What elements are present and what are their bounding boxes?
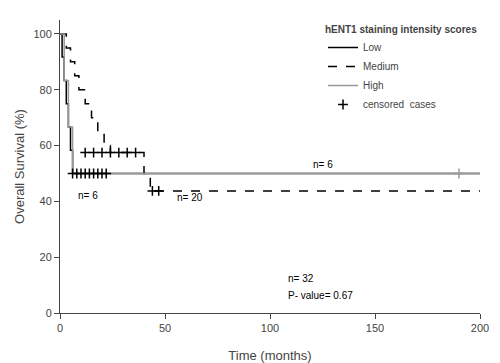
svg-text:40: 40 <box>40 195 52 207</box>
svg-text:censored cases: censored cases <box>363 99 436 110</box>
svg-text:n= 20: n= 20 <box>177 192 203 203</box>
svg-text:100: 100 <box>261 322 279 334</box>
svg-text:0: 0 <box>57 322 63 334</box>
svg-text:hENT1 staining intensity score: hENT1 staining intensity scores <box>325 24 477 35</box>
svg-text:n= 32: n= 32 <box>288 273 314 284</box>
svg-text:100: 100 <box>33 28 51 40</box>
svg-text:80: 80 <box>40 84 52 96</box>
svg-text:n= 6: n= 6 <box>313 159 333 170</box>
svg-text:Low: Low <box>363 42 382 53</box>
svg-text:50: 50 <box>159 322 171 334</box>
svg-text:60: 60 <box>40 139 52 151</box>
svg-text:Time (months): Time (months) <box>228 348 311 363</box>
svg-text:Medium: Medium <box>363 61 399 72</box>
svg-text:200: 200 <box>471 322 489 334</box>
svg-text:n= 6: n= 6 <box>78 190 98 201</box>
svg-text:150: 150 <box>366 322 384 334</box>
svg-text:20: 20 <box>40 251 52 263</box>
svg-text:P- value= 0.67: P- value= 0.67 <box>288 290 353 301</box>
svg-text:0: 0 <box>46 307 52 319</box>
svg-text:Overall Survival (%): Overall Survival (%) <box>12 109 27 224</box>
svg-text:High: High <box>363 80 384 91</box>
